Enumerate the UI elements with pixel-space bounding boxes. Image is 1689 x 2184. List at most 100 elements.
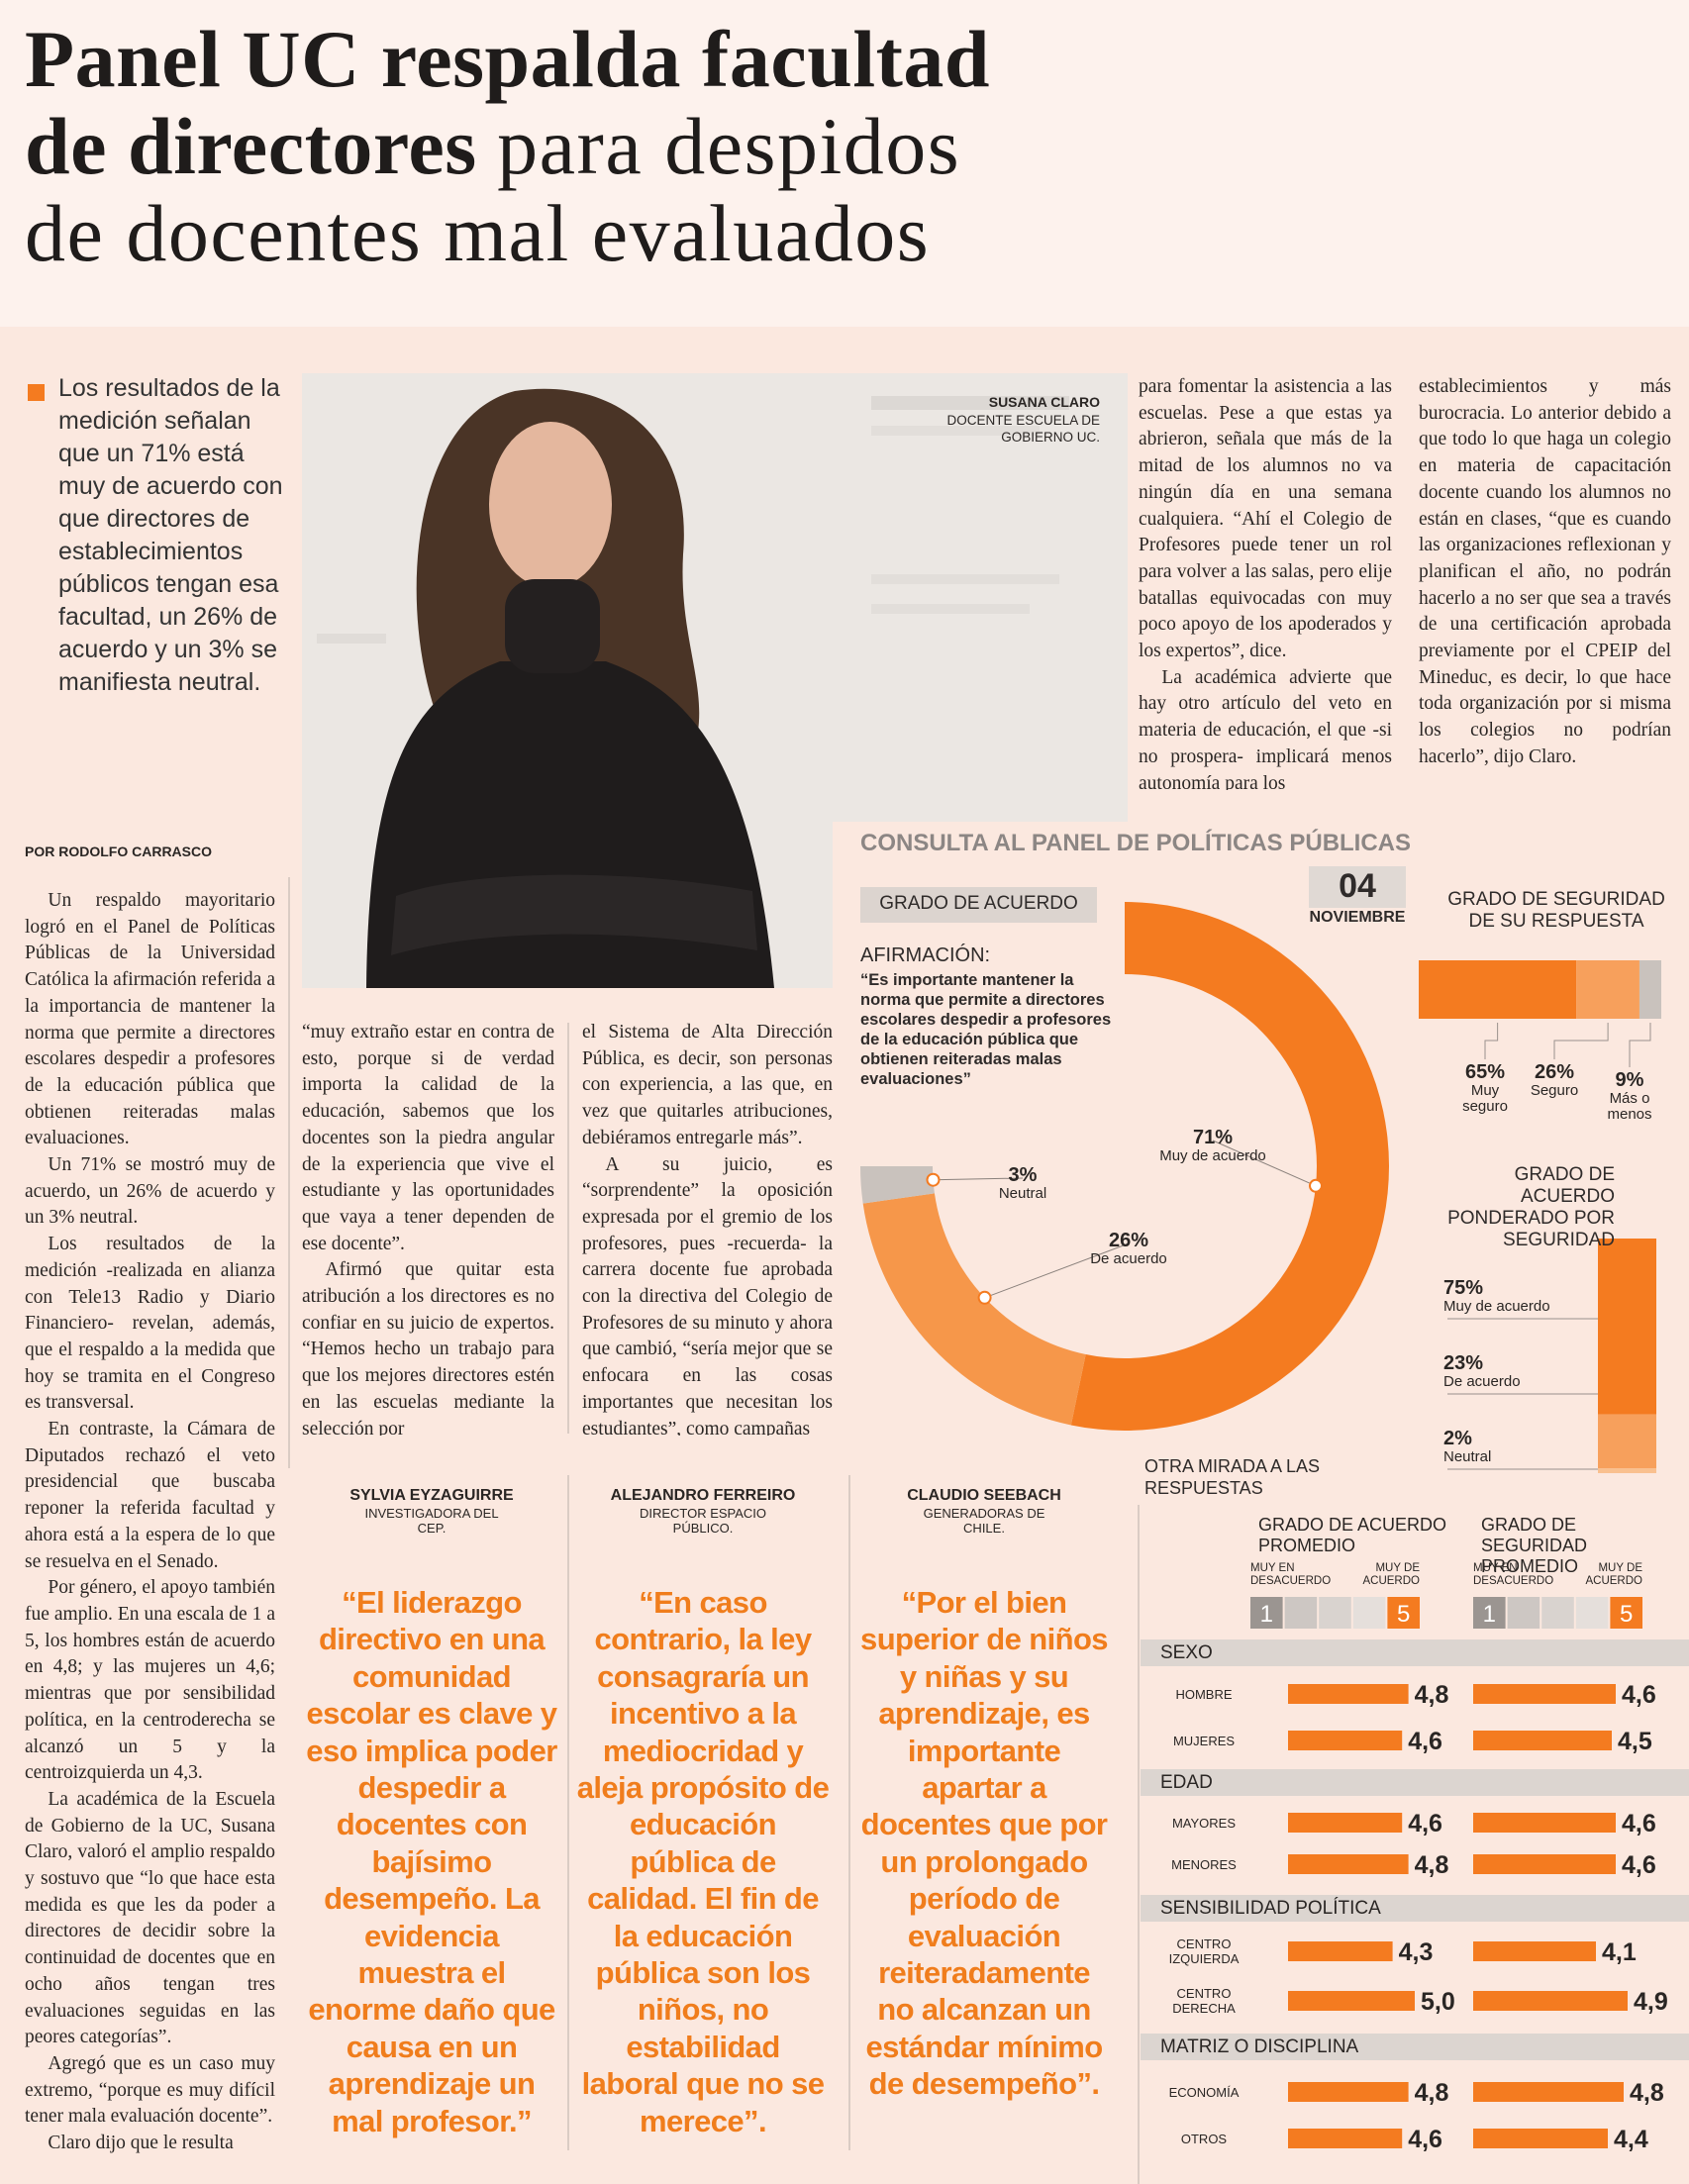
row-label-box: MAYORES [1148,1803,1259,1842]
scale-max: 5 [1620,1601,1633,1628]
scale-min: 1 [1483,1601,1496,1628]
bar-value-label: 4,3 [1399,1938,1434,1966]
bar-value-label: 4,6 [1622,1810,1656,1837]
scale-min: 1 [1260,1601,1273,1628]
row-label: MENORES [1171,1856,1237,1872]
marker [1308,1178,1323,1193]
label-flow: 65% Muy seguro [1447,1061,1523,1115]
paragraph: Un respaldo mayoritario logró en el Pane… [25,890,275,1149]
label-flow: 3% Neutral [975,1164,1070,1202]
value-label: 3% [1008,1164,1038,1186]
category-label: Neutral [998,1185,1047,1202]
date-box [1309,866,1406,908]
row-label: MUJERES [1172,1733,1236,1748]
photo-detail [317,634,386,644]
value-label: 75% [1443,1277,1484,1299]
bar-value-label: 4,1 [1602,1938,1637,1966]
quote-text: “El liderazgo directivo en una comunidad… [306,1585,557,2138]
row-label: CENTRO DERECHA [1172,1986,1236,2016]
heading-box [860,887,1097,923]
leader-line [984,1242,1130,1299]
row-label-box: CENTRO IZQUIERDA [1148,1932,1259,1971]
value-label: 2% [1443,1428,1472,1449]
paragraph: En contraste, la Cámara de Diputados rec… [25,1419,275,1572]
bar [1473,1731,1612,1750]
value-label: 9% [1615,1069,1644,1091]
donut-segment [860,1166,935,1204]
chart-heading: GRADO DE ACUERDO [879,893,1078,914]
scale-box [1507,1597,1540,1629]
caption-name: SUSANA CLARO [988,394,1100,410]
photo-detail [871,396,1069,410]
caption-role: DOCENTE ESCUELA DE GOBIERNO UC. [946,413,1100,445]
date-day: 04 [1339,867,1376,905]
quote-role: GENERADORAS DE CHILE. [923,1506,1045,1536]
label-flow: 26% Seguro [1517,1061,1592,1099]
quote-role: INVESTIGADORA DEL CEP. [364,1506,499,1536]
category-label: Muy seguro [1462,1082,1508,1115]
marker [926,1172,941,1187]
bar [1473,1684,1616,1704]
column-flow: establecimientos y más burocracia. Lo an… [1419,374,1671,771]
quote-name: SYLVIA EYZAGUIRRE [349,1487,514,1504]
data-label: 65% Muy seguro [1447,1061,1523,1115]
chart-heading: GRADO DE SEGURIDAD DE SU RESPUESTA [1447,889,1665,932]
bar-value-label: 4,5 [1618,1728,1652,1755]
section-label: SEXO [1160,1642,1213,1663]
article-column: para fomentar la asistencia a las escuel… [1139,374,1392,790]
scale-max-label: MUY DE ACUERDO [1585,1562,1642,1587]
column-segment [1598,1468,1656,1473]
value-label: 26% [1108,1230,1149,1251]
bar [1473,1941,1596,1961]
article-column: establecimientos y más burocracia. Lo an… [1419,374,1671,790]
category-label: De acuerdo [1090,1250,1167,1267]
bar-value-label: 4,8 [1630,2079,1664,2107]
scale-max-label: MUY DE ACUERDO [1362,1562,1420,1587]
category-label: Más o menos [1607,1090,1652,1123]
category-label: Neutral [1443,1448,1492,1465]
data-label: 75% Muy de acuerdo [1443,1277,1592,1315]
quote-role: DIRECTOR ESPACIO PÚBLICO. [639,1506,767,1536]
value-label: 71% [1192,1127,1234,1148]
category-label: De acuerdo [1443,1373,1521,1390]
value-label: 65% [1464,1061,1506,1083]
bar-value-label: 4,8 [1415,1681,1449,1709]
paragraph: Por género, el apoyo también fue amplio.… [25,1577,275,1784]
row-label: HOMBRE [1175,1686,1233,1702]
headline: Panel UC respalda facultad [25,14,991,104]
row-label-box: ECONOMÍA [1148,2072,1259,2112]
column-flow: para fomentar la asistencia a las escuel… [1139,374,1392,790]
bar [1288,1684,1409,1704]
byline: POR RODOLFO CARRASCO [25,844,212,859]
value-label: 23% [1443,1352,1484,1374]
paragraph: La académica de la Escuela de Gobierno d… [25,1788,275,2048]
scale-max: 5 [1397,1601,1410,1628]
panel-heading: GRADO DE SEGURIDAD PROMEDIO [1481,1515,1588,1576]
data-label: 9% Más o menos [1592,1069,1667,1123]
article-column: Un respaldo mayoritario logró en el Pane… [25,888,275,2165]
scale-min-label: MUY EN DESACUERDO [1250,1562,1332,1587]
scale-box [1250,1597,1283,1629]
headline-bold: de directores [25,101,477,191]
paragraph: Agregó que es un caso muy extremo, “porq… [25,2052,275,2128]
paragraph: el Sistema de Alta Dirección Pública, es… [582,1022,833,1148]
scale-min-label: MUY EN DESACUERDO [1473,1562,1554,1587]
bar-value-label: 4,8 [1415,2079,1449,2107]
header-band [0,0,1689,327]
scale-box [1319,1597,1351,1629]
category-label: Muy de acuerdo [1443,1298,1550,1315]
bar [1288,1991,1415,2011]
paragraph: Los resultados de la medición -realizada… [25,1234,275,1414]
scale-box [1610,1597,1642,1629]
column-flow: el Sistema de Alta Dirección Pública, es… [582,1020,833,1436]
paragraph: establecimientos y más burocracia. Lo an… [1419,376,1671,767]
value-label: 26% [1534,1061,1575,1083]
photo-detail [871,574,1059,584]
quote-text: “Por el bien superior de niños y niñas y… [860,1585,1109,2102]
statement: “Es importante mantener la norma que per… [860,971,1112,1088]
paragraph: A su juicio, es “sorprendente” la oposic… [582,1153,833,1436]
scale-box [1284,1597,1318,1629]
photo [302,373,1128,988]
bar-segment [1576,960,1639,1019]
